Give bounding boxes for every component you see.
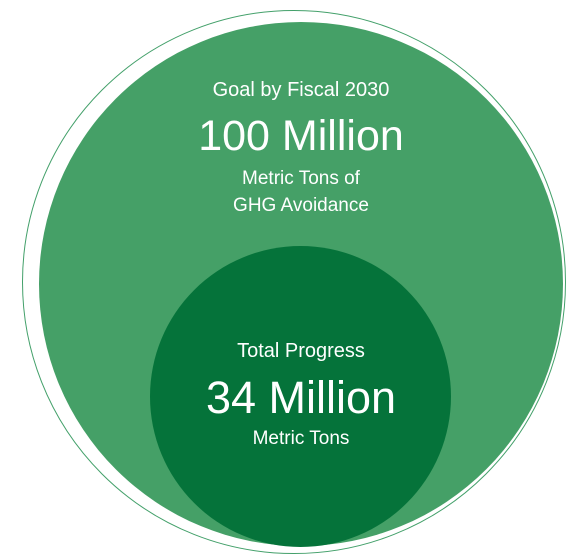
goal-unit-line1: Metric Tons of [242,168,360,189]
progress-unit: Metric Tons [252,428,350,449]
goal-value: 100 Million [198,112,404,160]
progress-value: 34 Million [205,372,397,423]
goal-unit-line2: GHG Avoidance [233,195,369,216]
progress-circle [150,246,451,547]
goal-label: Goal by Fiscal 2030 [212,79,390,101]
progress-label: Total Progress [237,340,365,362]
